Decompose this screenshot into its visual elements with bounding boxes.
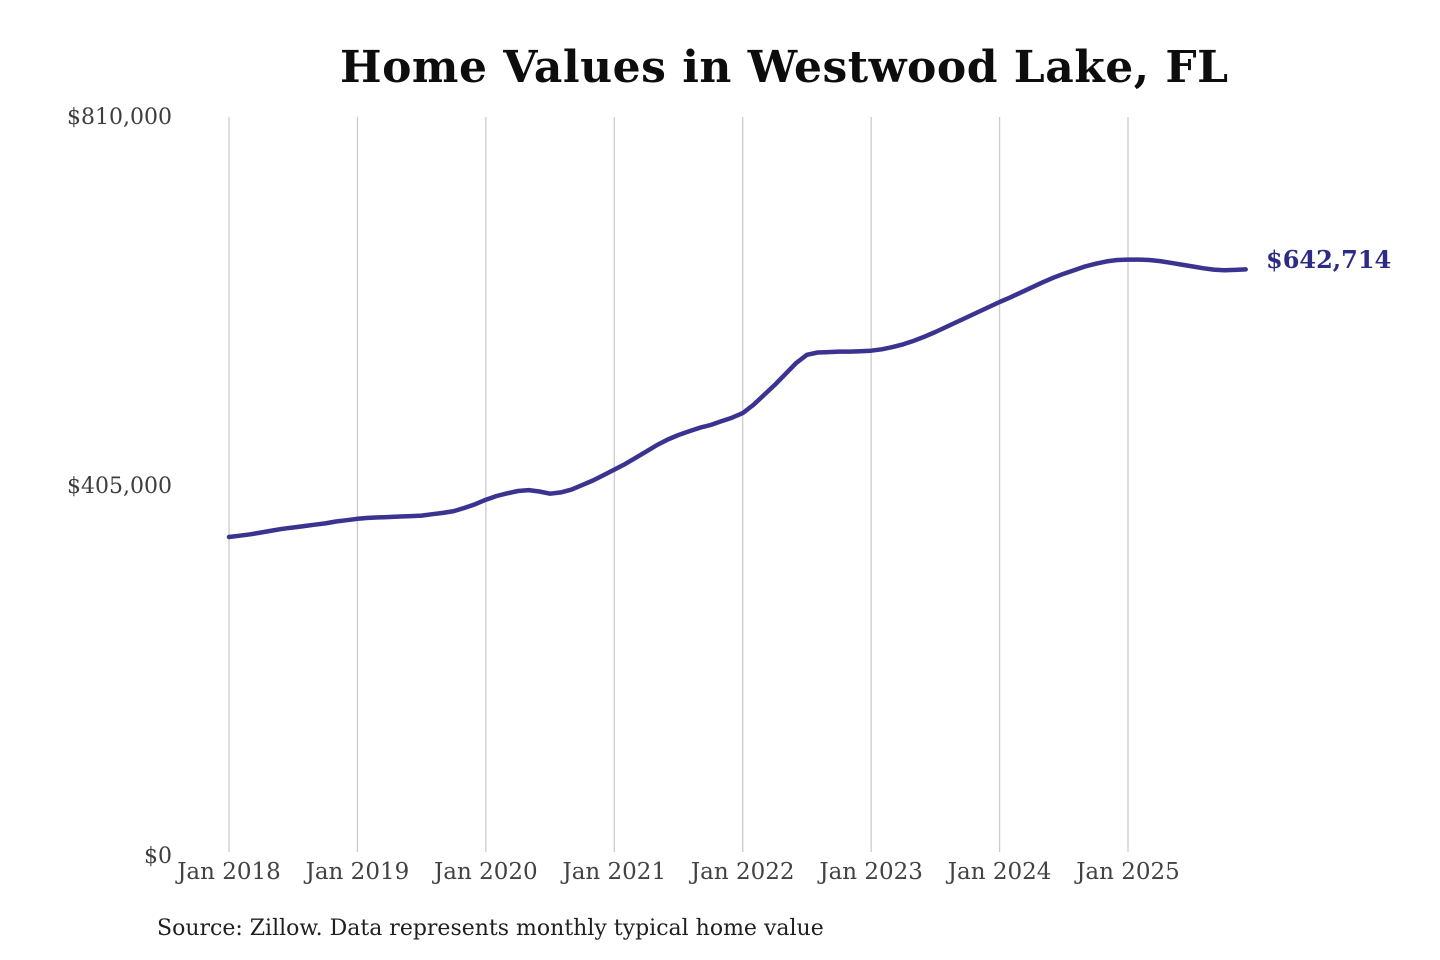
x-tick-label: Jan 2022: [690, 859, 795, 885]
x-tick-label: Jan 2019: [305, 859, 410, 885]
current-value-label: $642,714: [1266, 245, 1392, 274]
y-tick-label-0: $0: [144, 844, 172, 869]
x-tick-label: Jan 2023: [819, 859, 923, 885]
x-tick-label: Jan 2025: [1076, 859, 1180, 885]
home-value-line: [226, 257, 1248, 540]
x-tick-label: Jan 2021: [562, 859, 667, 885]
y-tick-label-810000: $810,000: [67, 105, 172, 130]
x-tick-label: Jan 2024: [947, 859, 1052, 885]
chart-title: Home Values in Westwood Lake, FL: [340, 42, 1229, 93]
source-note: Source: Zillow. Data represents monthly …: [157, 916, 824, 941]
y-tick-label-405000: $405,000: [67, 474, 172, 499]
x-tick-label: Jan 2018: [177, 859, 281, 885]
x-tick-label: Jan 2020: [434, 859, 538, 885]
